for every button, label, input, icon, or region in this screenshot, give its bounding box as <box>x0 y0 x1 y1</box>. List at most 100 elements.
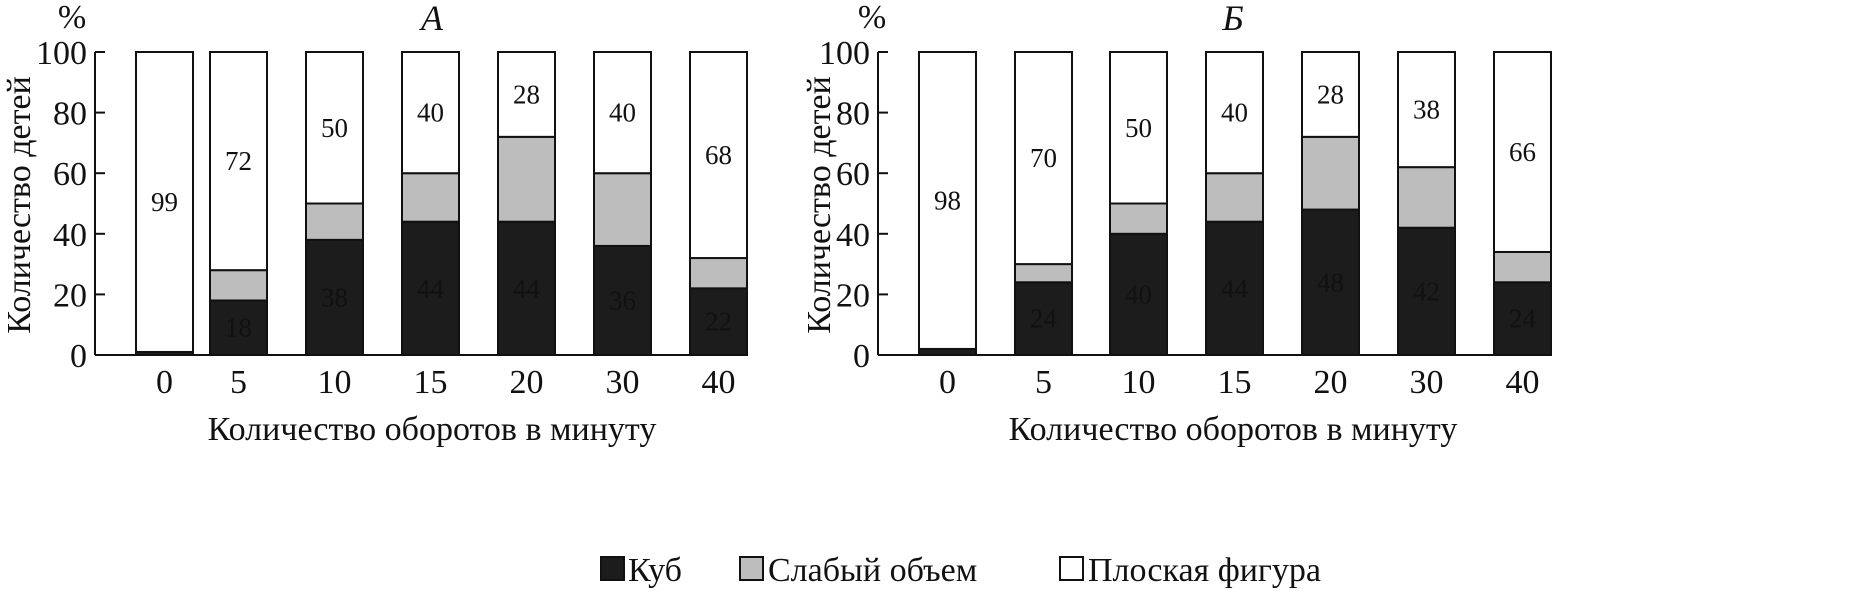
y-axis-label: Количество детей <box>1 76 38 334</box>
data-label-flat: 50 <box>1125 113 1152 143</box>
data-label-cube: 48 <box>1317 267 1344 297</box>
bar-segment-cube <box>209 299 268 356</box>
data-label-flat: 40 <box>417 98 444 128</box>
y-tick-label: 80 <box>53 96 87 133</box>
data-label-cube: 18 <box>225 313 252 343</box>
y-tick-label: 100 <box>819 35 870 72</box>
data-label-flat: 68 <box>705 140 732 170</box>
y-tick-label: 60 <box>836 156 870 193</box>
bar-segment-flat <box>1301 51 1360 138</box>
x-tick-label: 0 <box>156 364 173 401</box>
y-tick-label: 80 <box>836 96 870 133</box>
data-label-cube: 44 <box>513 273 541 303</box>
data-label-cube: 42 <box>1413 276 1440 306</box>
x-tick-label: 0 <box>939 364 956 401</box>
bar-segment-flat <box>401 51 460 175</box>
x-tick-label: 5 <box>230 364 247 401</box>
data-label-flat: 28 <box>513 79 540 109</box>
x-tick-label: 15 <box>414 364 448 401</box>
bar-segment-weak <box>497 135 556 223</box>
data-label-cube: 38 <box>321 282 348 312</box>
bar-segment-flat <box>1493 51 1552 253</box>
legend-swatch-flat-figure <box>1059 556 1084 581</box>
bar-segment-flat <box>593 51 652 175</box>
data-label-flat: 98 <box>934 185 961 215</box>
data-label-flat: 70 <box>1030 143 1057 173</box>
unit-label: % <box>58 0 86 36</box>
legend-swatch-weak-volume <box>739 556 764 581</box>
legend-item-flat-figure: Плоская фигура <box>1059 552 1321 589</box>
x-tick-label: 30 <box>606 364 640 401</box>
data-label-cube: 44 <box>1221 273 1249 303</box>
x-axis-label: Количество оборотов в минуту <box>208 411 657 448</box>
bar-segment-weak <box>1493 250 1552 284</box>
bar-segment-cube <box>1493 281 1552 356</box>
bar-segment-weak <box>209 269 268 302</box>
x-tick-label: 20 <box>510 364 544 401</box>
y-tick-label: 0 <box>70 338 87 375</box>
bar-segment-cube <box>593 244 652 356</box>
legend-item-cube: Куб <box>600 552 682 589</box>
data-label-flat: 99 <box>151 187 178 217</box>
bar-segment-cube <box>1014 281 1073 356</box>
x-tick-label: 40 <box>1506 364 1540 401</box>
bar-segment-weak <box>1301 135 1360 211</box>
bar-segment-weak <box>593 172 652 247</box>
unit-label: % <box>858 0 886 36</box>
y-tick-label: 40 <box>836 217 870 254</box>
x-tick-label: 20 <box>1314 364 1348 401</box>
legend-label-cube: Куб <box>628 552 682 589</box>
bar-segment-flat <box>497 51 556 138</box>
y-tick-label: 60 <box>53 156 87 193</box>
bar-segment-cube <box>1397 226 1456 357</box>
data-label-cube: 44 <box>417 273 445 303</box>
data-label-cube: 24 <box>1030 304 1058 334</box>
legend: Куб Слабый объем Плоская фигура <box>600 552 1321 589</box>
bar-segment-cube <box>401 220 460 356</box>
data-label-cube: 40 <box>1125 279 1152 309</box>
x-tick-label: 5 <box>1035 364 1052 401</box>
data-label-flat: 38 <box>1413 95 1440 125</box>
data-label-cube: 36 <box>609 285 636 315</box>
bar-segment-flat <box>209 51 268 272</box>
data-label-cube: 22 <box>705 307 732 337</box>
bar-segment-flat <box>1397 51 1456 169</box>
bar-segment-cube <box>305 238 364 356</box>
y-tick-label: 20 <box>836 277 870 314</box>
legend-swatch-cube <box>600 556 625 581</box>
x-tick-label: 40 <box>702 364 736 401</box>
chart-title: А <box>419 0 444 38</box>
y-tick-label: 100 <box>36 35 87 72</box>
bar-segment-flat <box>1014 51 1073 266</box>
chart-title: Б <box>1221 0 1243 38</box>
legend-item-weak-volume: Слабый объем <box>739 552 977 589</box>
x-tick-label: 15 <box>1218 364 1252 401</box>
data-label-flat: 66 <box>1509 137 1536 167</box>
bar-segment-weak <box>1205 172 1264 223</box>
bar-segment-flat <box>1109 51 1168 205</box>
data-label-flat: 72 <box>225 146 252 176</box>
bar-segment-cube <box>1205 220 1264 356</box>
x-tick-label: 10 <box>318 364 352 401</box>
bar-segment-weak <box>305 202 364 241</box>
bar-segment-flat <box>918 51 977 350</box>
bar-segment-cube <box>1301 208 1360 356</box>
bar-segment-flat <box>1205 51 1264 175</box>
y-tick-label: 40 <box>53 217 87 254</box>
bar-segment-flat <box>689 51 748 260</box>
x-tick-label: 30 <box>1410 364 1444 401</box>
bar-segment-weak <box>1014 263 1073 284</box>
data-label-cube: 24 <box>1509 304 1537 334</box>
legend-label-weak-volume: Слабый объем <box>768 552 977 589</box>
data-label-flat: 40 <box>1221 98 1248 128</box>
data-label-flat: 50 <box>321 113 348 143</box>
y-axis-label: Количество детей <box>801 76 838 334</box>
bar-segment-weak <box>689 257 748 290</box>
bar-segment-weak <box>1397 166 1456 229</box>
bar-segment-weak <box>1109 202 1168 235</box>
data-label-flat: 28 <box>1317 79 1344 109</box>
data-label-flat: 40 <box>609 98 636 128</box>
